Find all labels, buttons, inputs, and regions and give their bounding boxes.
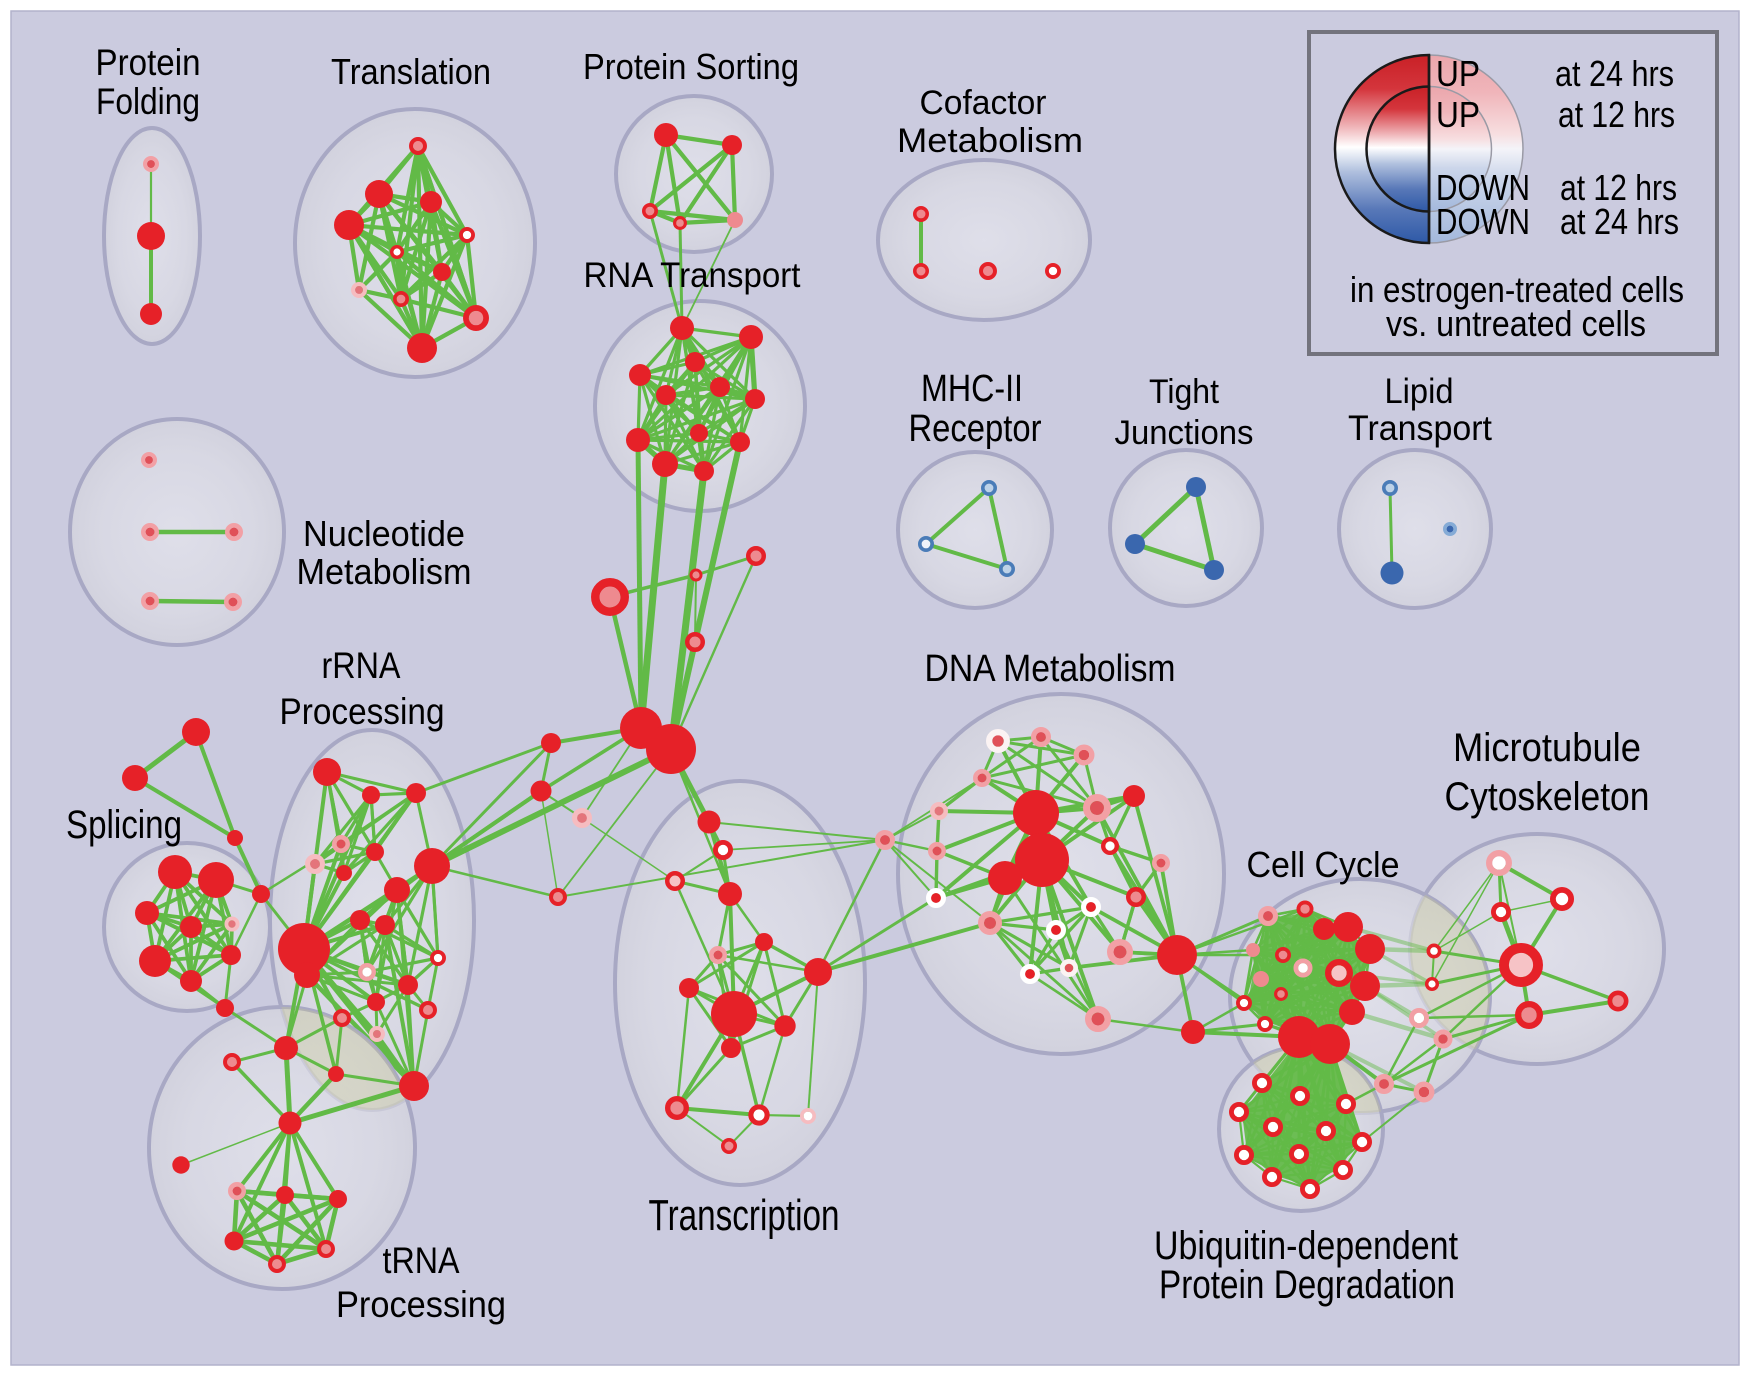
svg-text:DNA Metabolism: DNA Metabolism: [925, 648, 1176, 690]
svg-text:vs. untreated cells: vs. untreated cells: [1386, 303, 1646, 344]
svg-text:Folding: Folding: [96, 81, 200, 122]
svg-text:Receptor: Receptor: [909, 408, 1042, 450]
svg-text:at 12 hrs: at 12 hrs: [1558, 94, 1675, 135]
svg-text:Metabolism: Metabolism: [897, 122, 1083, 160]
svg-text:Metabolism: Metabolism: [297, 551, 472, 592]
svg-text:Translation: Translation: [331, 51, 491, 92]
svg-text:UP: UP: [1436, 53, 1480, 94]
svg-text:Junctions: Junctions: [1115, 414, 1254, 452]
svg-text:Cofactor: Cofactor: [920, 84, 1047, 122]
svg-text:Protein: Protein: [96, 42, 201, 83]
svg-text:Transport: Transport: [1348, 409, 1492, 448]
svg-text:Protein Degradation: Protein Degradation: [1159, 1263, 1455, 1307]
svg-text:at 12 hrs: at 12 hrs: [1560, 167, 1677, 208]
svg-text:Processing: Processing: [336, 1284, 506, 1325]
svg-text:DOWN: DOWN: [1436, 167, 1530, 208]
svg-text:Cytoskeleton: Cytoskeleton: [1445, 775, 1650, 819]
svg-text:Transcription: Transcription: [649, 1191, 840, 1240]
svg-text:UP: UP: [1436, 94, 1480, 135]
svg-text:Splicing: Splicing: [66, 803, 182, 847]
svg-text:MHC-II: MHC-II: [921, 368, 1023, 410]
svg-text:Protein Sorting: Protein Sorting: [583, 46, 799, 87]
svg-text:Nucleotide: Nucleotide: [303, 513, 465, 554]
svg-text:rRNA: rRNA: [322, 645, 401, 686]
svg-text:at 24 hrs: at 24 hrs: [1555, 53, 1674, 94]
svg-text:Cell Cycle: Cell Cycle: [1247, 844, 1400, 885]
svg-text:Lipid: Lipid: [1385, 372, 1454, 411]
svg-text:at 24 hrs: at 24 hrs: [1560, 201, 1679, 242]
svg-text:Processing: Processing: [280, 691, 445, 732]
svg-text:Microtubule: Microtubule: [1453, 726, 1641, 770]
svg-text:tRNA: tRNA: [383, 1240, 460, 1281]
svg-text:Ubiquitin-dependent: Ubiquitin-dependent: [1154, 1224, 1458, 1268]
svg-text:DOWN: DOWN: [1436, 201, 1530, 242]
svg-text:Tight: Tight: [1149, 373, 1220, 411]
svg-text:RNA Transport: RNA Transport: [584, 256, 801, 295]
svg-text:in estrogen-treated cells: in estrogen-treated cells: [1350, 269, 1684, 310]
